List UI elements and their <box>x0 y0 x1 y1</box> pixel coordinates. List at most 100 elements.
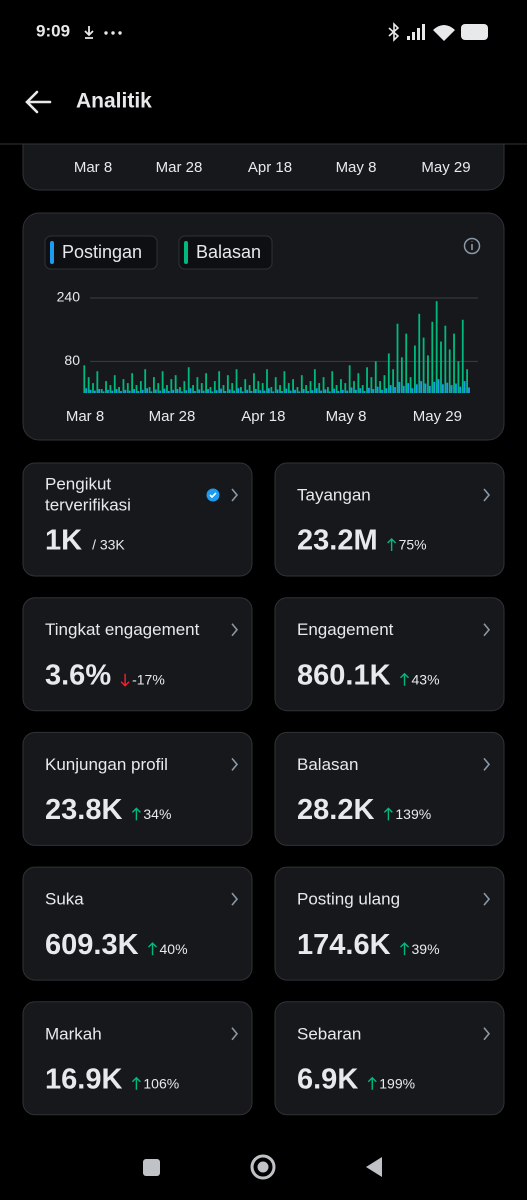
nav-home-dot <box>257 1161 269 1173</box>
bar <box>163 388 166 393</box>
legend-chip[interactable] <box>178 235 273 270</box>
bar <box>133 389 135 393</box>
bar <box>176 389 179 393</box>
metric-label: Balasan <box>297 755 358 774</box>
bar <box>461 319 464 393</box>
nav-home[interactable] <box>250 1154 276 1180</box>
bar <box>254 389 257 393</box>
metric-card[interactable] <box>274 462 505 577</box>
bar <box>83 365 86 393</box>
metric-value: 28.2K <box>297 794 374 826</box>
bar <box>424 383 427 393</box>
bar <box>427 355 429 393</box>
info-icon[interactable] <box>463 237 481 255</box>
bar <box>207 389 209 393</box>
metric-label: Tingkat engagement <box>45 620 200 639</box>
bar <box>266 369 268 393</box>
legend-label: Postingan <box>62 242 142 262</box>
signal-bar <box>407 36 410 40</box>
bar <box>463 381 466 393</box>
bar <box>183 381 186 393</box>
bar <box>394 387 396 393</box>
bar <box>150 391 153 393</box>
bar <box>240 387 242 393</box>
bar <box>428 385 431 393</box>
metric-card[interactable] <box>22 462 253 577</box>
bar <box>344 383 347 393</box>
x-tick-label: Apr 18 <box>241 408 285 425</box>
bar <box>111 390 114 393</box>
bar <box>281 391 283 393</box>
legend-chip[interactable] <box>44 235 158 270</box>
metric-card[interactable] <box>274 731 505 846</box>
bar <box>455 383 457 393</box>
metric-value: 23.8K <box>45 794 122 826</box>
bar <box>294 389 296 393</box>
nav-recents[interactable] <box>143 1159 160 1176</box>
bar <box>154 389 157 393</box>
page-title: Analitik <box>76 90 152 113</box>
chevron <box>483 623 491 637</box>
bar <box>415 384 418 393</box>
change-arrow <box>131 807 141 821</box>
bar <box>215 390 218 393</box>
bar <box>372 389 375 393</box>
bar <box>196 377 199 393</box>
bar <box>198 389 201 393</box>
bar <box>337 391 340 393</box>
bar <box>261 383 264 393</box>
bar <box>453 333 455 393</box>
bar <box>274 377 277 393</box>
y-tick-label: 80 <box>64 352 80 368</box>
nav-back[interactable] <box>366 1157 382 1177</box>
bar <box>414 345 416 393</box>
bar <box>263 390 266 393</box>
metric-card[interactable] <box>22 1001 253 1116</box>
metric-card[interactable] <box>22 731 253 846</box>
x-tick-label: Mar 28 <box>149 408 196 425</box>
bar <box>118 387 120 393</box>
bar <box>268 388 270 393</box>
metric-card[interactable] <box>22 866 253 981</box>
metric-value: 3.6% <box>45 659 111 691</box>
metric-change: 39% <box>412 941 440 957</box>
bar <box>387 353 390 393</box>
bar <box>272 391 275 393</box>
bar <box>435 301 438 393</box>
bar <box>422 337 425 393</box>
metric-card[interactable] <box>274 866 505 981</box>
metric-label: Pengikut <box>45 474 111 493</box>
bar <box>420 381 423 393</box>
metric-card[interactable] <box>22 597 253 712</box>
chevron <box>231 1027 239 1041</box>
bar <box>340 379 342 393</box>
metric-card[interactable] <box>274 597 505 712</box>
bar <box>335 385 338 393</box>
bar <box>141 389 144 393</box>
bar <box>107 389 109 393</box>
metric-change: 40% <box>160 941 188 957</box>
bar <box>468 387 470 393</box>
bar <box>105 381 107 393</box>
bar <box>379 381 381 393</box>
bar <box>128 390 131 393</box>
change-arrow <box>387 538 397 551</box>
metric-change: 34% <box>143 806 171 822</box>
more-icon <box>111 31 115 35</box>
change-arrow <box>383 807 393 821</box>
change-arrow <box>120 673 130 687</box>
bar <box>450 385 453 393</box>
bar <box>363 391 366 393</box>
bar <box>466 369 468 393</box>
bar <box>124 389 127 393</box>
bar <box>166 385 168 393</box>
metric-label: terverifikasi <box>45 495 131 514</box>
bar <box>233 390 235 393</box>
metric-label: Posting ulang <box>297 890 400 909</box>
back-button[interactable] <box>25 90 52 114</box>
bar <box>315 388 318 393</box>
metric-card[interactable] <box>274 1001 505 1116</box>
bar <box>120 391 122 393</box>
bar <box>289 390 292 393</box>
